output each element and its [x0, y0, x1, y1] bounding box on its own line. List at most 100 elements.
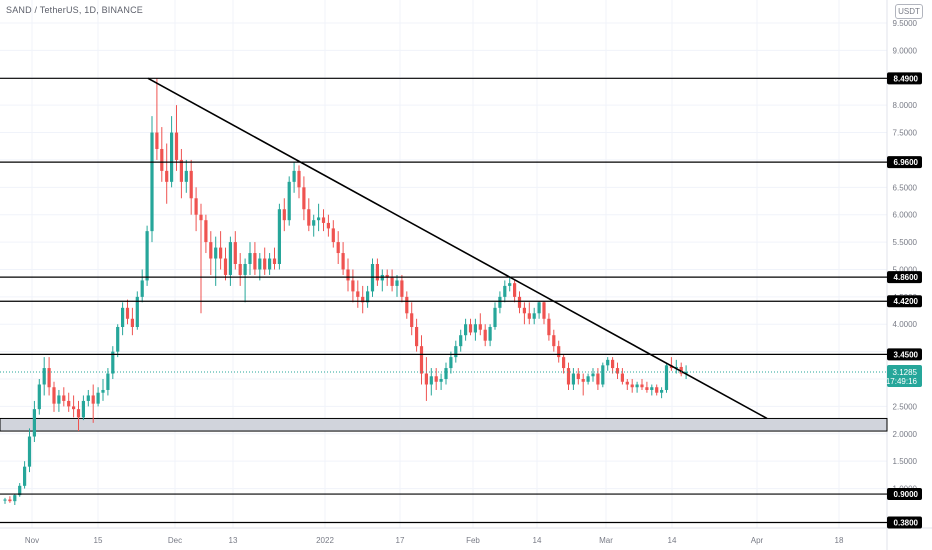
- candle-down: [253, 253, 257, 270]
- candle-down: [326, 222, 330, 229]
- candle-up: [606, 359, 610, 366]
- candle-down: [194, 198, 198, 215]
- candle-down: [566, 368, 571, 385]
- y-tick-label: 6.0000: [893, 211, 918, 220]
- candle-down: [331, 228, 335, 243]
- candle-up: [57, 395, 61, 404]
- candle-down: [517, 296, 522, 308]
- candle-up: [660, 389, 664, 393]
- candle-up: [145, 231, 149, 281]
- trendline[interactable]: [147, 77, 768, 420]
- candle-down: [62, 395, 66, 401]
- candle-up: [312, 220, 316, 226]
- candle-up: [366, 291, 370, 303]
- candle-up: [170, 132, 174, 182]
- candle-down: [576, 373, 580, 380]
- x-tick-label: 17: [396, 536, 405, 545]
- candle-down: [527, 313, 531, 319]
- candle-down: [223, 258, 228, 275]
- candle-up: [459, 335, 463, 347]
- candle-up: [488, 326, 492, 341]
- candle-down: [434, 376, 438, 382]
- candle-down: [165, 170, 169, 182]
- candle-up: [650, 387, 654, 390]
- candle-down: [174, 132, 179, 160]
- level-price-text: 3.4500: [894, 350, 919, 359]
- x-tick-label: 13: [229, 536, 238, 545]
- candle-up: [635, 384, 639, 388]
- candle-down: [160, 148, 164, 171]
- candle-down: [419, 346, 424, 374]
- y-tick-label: 8.0000: [893, 101, 918, 110]
- currency-badge[interactable]: USDT: [895, 4, 923, 19]
- candle-up: [96, 392, 100, 404]
- x-tick-label: 14: [668, 536, 677, 545]
- candle-up: [106, 373, 110, 390]
- candle-down: [219, 247, 223, 259]
- candle-down: [615, 368, 620, 374]
- candle-down: [625, 381, 629, 385]
- candle-up: [317, 217, 321, 221]
- candle-up: [493, 307, 497, 327]
- candle-up: [439, 379, 443, 382]
- candle-down: [67, 400, 71, 407]
- candle-down: [204, 220, 208, 243]
- level-price-text: 0.3800: [894, 519, 919, 528]
- candle-down: [47, 368, 51, 388]
- candle-down: [547, 318, 551, 336]
- candle-up: [111, 351, 115, 374]
- candle-down: [400, 280, 404, 297]
- candle-down: [321, 217, 326, 223]
- candle-down: [581, 379, 585, 382]
- candle-down: [155, 132, 159, 149]
- y-tick-label: 2.0000: [893, 430, 918, 439]
- y-tick-label: 6.5000: [893, 183, 918, 192]
- candle-down: [199, 214, 203, 221]
- candle-up: [214, 247, 218, 259]
- candle-down: [8, 499, 12, 502]
- y-tick-label: 4.0000: [893, 320, 918, 329]
- candle-up: [135, 296, 139, 327]
- level-price-text: 4.8600: [894, 273, 919, 282]
- candle-up: [508, 283, 512, 286]
- candle-up: [591, 373, 595, 377]
- support-zone[interactable]: [0, 417, 888, 432]
- candle-down: [415, 326, 419, 347]
- level-price-label: [887, 271, 922, 284]
- candle-down: [390, 277, 394, 286]
- candle-down: [596, 373, 600, 385]
- level-price-label: [887, 516, 922, 529]
- candle-up: [258, 258, 262, 270]
- candle-up: [503, 285, 507, 297]
- candle-up: [37, 384, 41, 410]
- candle-down: [478, 324, 482, 330]
- y-tick-label: 2.5000: [893, 402, 918, 411]
- y-tick-label: 9.0000: [893, 46, 918, 55]
- candle-up: [473, 324, 477, 333]
- candle-down: [562, 357, 566, 369]
- candle-down: [405, 296, 409, 314]
- symbol-title: SAND / TetherUS, 1D, BINANCE: [6, 5, 143, 15]
- candle-down: [611, 359, 615, 369]
- candle-up: [292, 170, 296, 182]
- candle-down: [282, 209, 286, 221]
- candle-down: [238, 264, 242, 275]
- candle-down: [630, 384, 634, 388]
- candle-up: [184, 170, 188, 182]
- candle-up: [464, 324, 468, 336]
- candle-down: [522, 307, 526, 314]
- x-tick-label: Dec: [168, 536, 182, 545]
- candle-down: [557, 346, 561, 358]
- candle-down: [361, 296, 365, 303]
- candle-up: [101, 389, 105, 393]
- level-price-text: 6.9600: [894, 158, 919, 167]
- candle-down: [620, 373, 624, 382]
- candle-down: [385, 274, 389, 278]
- candle-down: [468, 324, 473, 333]
- candle-down: [179, 159, 183, 182]
- candle-up: [586, 376, 590, 382]
- candle-up: [537, 302, 541, 314]
- candle-down: [233, 242, 237, 264]
